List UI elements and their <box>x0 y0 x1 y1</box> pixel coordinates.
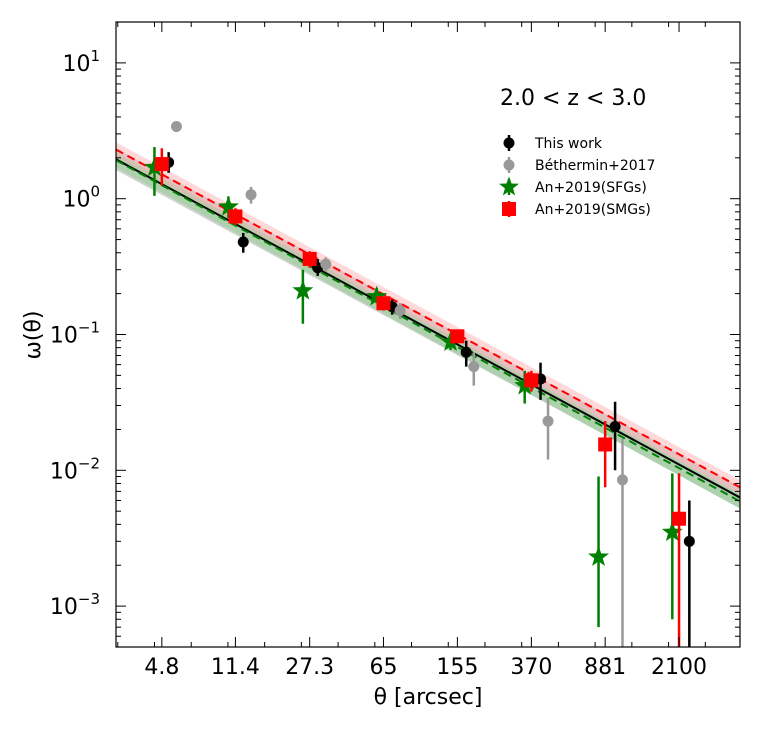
point-an-2019-smgs-0 <box>154 157 169 172</box>
y-axis-title: ω(θ) <box>21 310 46 359</box>
point-b-thermin-2017-6 <box>616 474 628 486</box>
data-points <box>143 121 695 647</box>
fitline-this-work-fit <box>116 158 740 499</box>
y-tick-label: 10−1 <box>50 319 100 349</box>
axis-tick-labels: 10−3 10−2 10−1 100 101 4.8 11.4 27.3 65 155 370 881… <box>50 47 707 680</box>
legend-icons <box>499 135 519 217</box>
x-tick-label: 370 <box>510 655 552 680</box>
x-axis-title: θ [arcsec] <box>374 685 483 710</box>
point-an-2019-smgs-3 <box>376 296 391 311</box>
point-this-work-1 <box>237 236 249 248</box>
point-b-thermin-2017-2 <box>320 258 332 270</box>
legend-label-this-work: This work <box>534 136 603 152</box>
y-tick-label: 101 <box>62 47 100 77</box>
legend-marker-an-2019-sfgs <box>499 176 519 196</box>
y-tick-label: 100 <box>62 183 100 213</box>
axis-ticks <box>116 21 740 648</box>
x-tick-label: 11.4 <box>211 655 260 680</box>
x-tick-label: 2100 <box>651 655 707 680</box>
point-an-2019-smgs-6 <box>598 437 613 452</box>
legend-marker-b-thermin-2017 <box>503 159 515 171</box>
point-b-thermin-2017-5 <box>542 415 554 427</box>
point-an-2019-smgs-2 <box>302 251 317 266</box>
point-this-work-6 <box>609 421 621 433</box>
x-tick-label: 881 <box>584 655 626 680</box>
fitline-an-2019-smgs-fit <box>116 148 740 489</box>
point-an-2019-smgs-5 <box>524 373 539 388</box>
point-b-thermin-2017-4 <box>468 361 480 373</box>
legend-marker-this-work <box>503 137 515 149</box>
point-b-thermin-2017-0 <box>170 121 182 133</box>
legend-label-bethermin: Béthermin+2017 <box>535 158 655 174</box>
point-an-2019-sfgs-0 <box>143 156 165 177</box>
point-an-2019-sfgs-1 <box>217 195 239 216</box>
x-tick-label: 27.3 <box>285 655 334 680</box>
point-this-work-7 <box>683 535 695 547</box>
fit-confidence-bands <box>116 142 740 509</box>
point-an-2019-smgs-4 <box>450 329 465 344</box>
point-b-thermin-2017-1 <box>245 189 257 201</box>
fit-lines <box>116 148 740 503</box>
point-b-thermin-2017-3 <box>394 305 406 317</box>
point-an-2019-smgs-7 <box>672 511 687 526</box>
point-an-2019-sfgs-2 <box>292 279 314 300</box>
x-tick-label: 4.8 <box>144 655 179 680</box>
redshift-annotation: 2.0 < z < 3.0 <box>500 86 646 111</box>
x-tick-label: 155 <box>436 655 478 680</box>
legend-label-an-smgs: An+2019(SMGs) <box>535 202 651 218</box>
point-this-work-4 <box>460 346 472 358</box>
legend-marker-an-2019-smgs <box>502 202 516 216</box>
x-tick-label: 65 <box>369 655 397 680</box>
legend: This work Béthermin+2017 An+2019(SFGs) A… <box>499 135 655 218</box>
y-tick-label: 10−3 <box>50 590 100 620</box>
point-an-2019-sfgs-6 <box>588 545 610 566</box>
point-an-2019-smgs-1 <box>228 209 243 224</box>
y-tick-label: 10−2 <box>50 454 100 484</box>
point-an-2019-sfgs-7 <box>661 521 683 542</box>
fitline-an-2019-sfgs-fit <box>116 159 740 503</box>
legend-label-an-sfgs: An+2019(SFGs) <box>535 180 647 196</box>
point-an-2019-sfgs-3 <box>366 285 388 306</box>
